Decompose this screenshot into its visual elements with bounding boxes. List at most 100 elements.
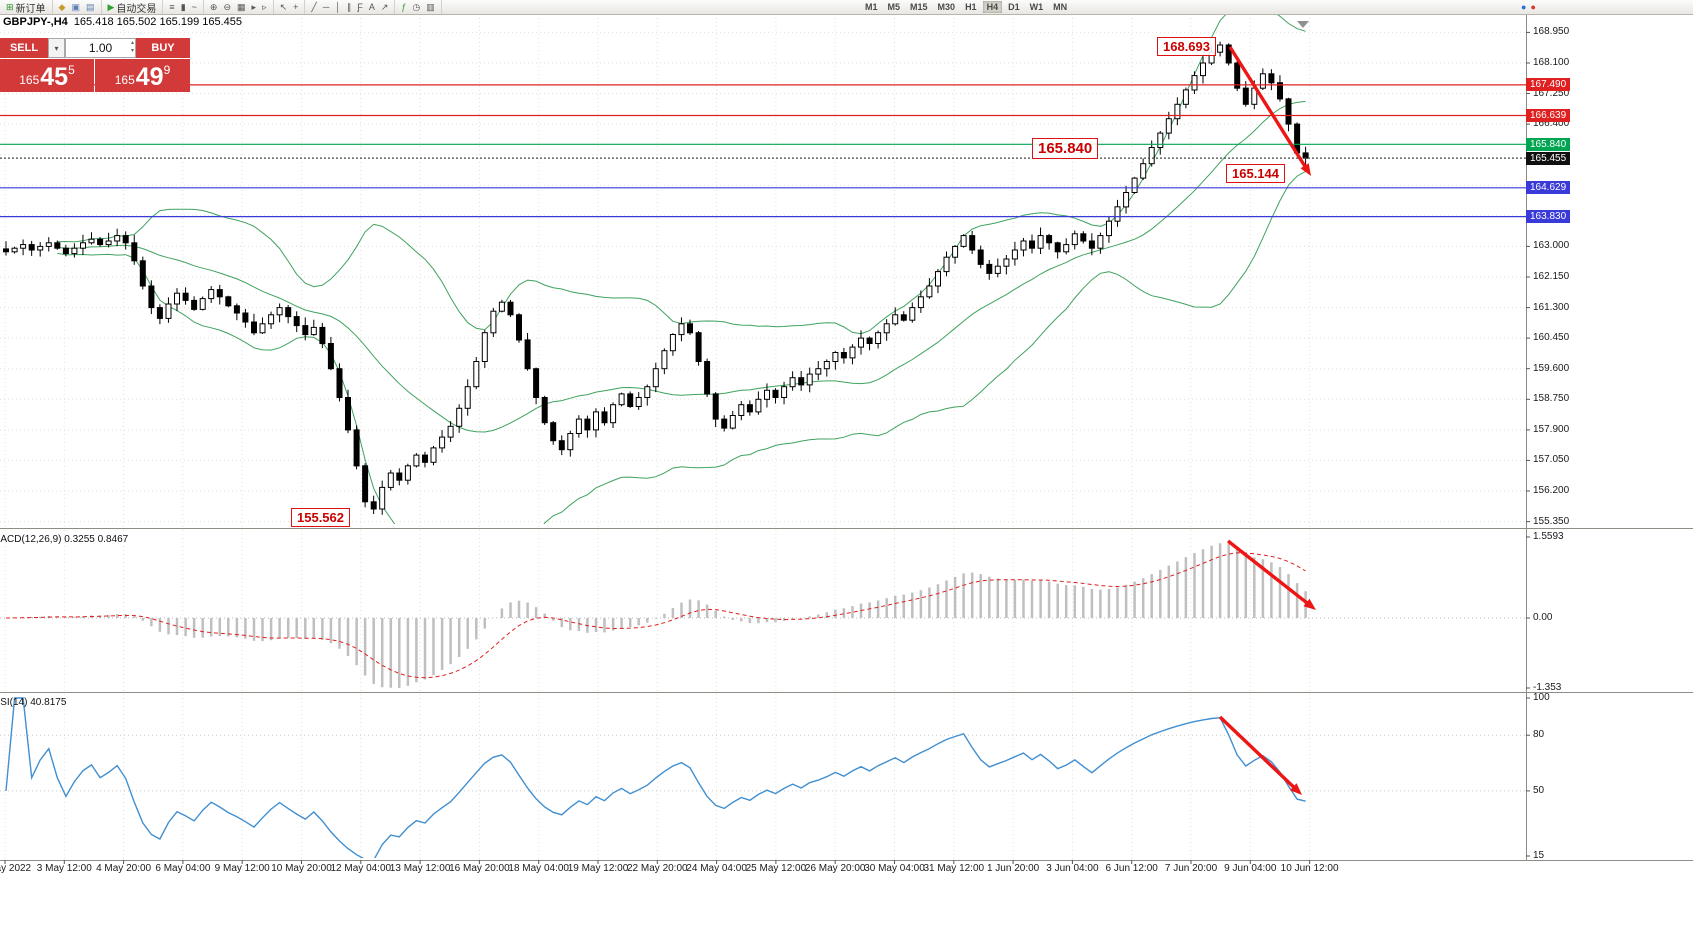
text-label-icon-glyph: A	[368, 1, 375, 12]
rsi-indicator-label: RSI(14) 40.8175	[0, 697, 67, 708]
autotrading-button-glyph: ▶	[107, 1, 115, 12]
one-click-trading-panel: SELL ▾ 1.00 ▴ ▾ BUY 165 45 5 165 49	[0, 38, 190, 92]
line-chart-icon[interactable]: ~	[189, 1, 200, 14]
new-order-button-label: 新订单	[15, 3, 46, 15]
zoom-in-icon[interactable]: ⊕	[207, 1, 221, 14]
arrow-object-icon-glyph: ↗	[380, 1, 389, 12]
toolbar-group: ⊞ 新订单	[0, 0, 53, 15]
crosshair-icon[interactable]: +	[290, 1, 301, 14]
buy-price-main: 49	[135, 63, 164, 91]
chart-shift-icon-glyph: ▹	[262, 1, 267, 12]
fibonacci-icon[interactable]: Ƒ	[354, 1, 366, 14]
cursor-icon[interactable]: ↖	[277, 1, 291, 14]
buy-price-button[interactable]: 165 49 9	[95, 59, 190, 92]
equidistant-channel-icon[interactable]: ∥	[344, 1, 355, 14]
arrow-object-icon[interactable]: ↗	[378, 1, 392, 14]
toolbar-group: ƒ ◷ ▥	[395, 0, 442, 14]
timeframe-toolbar: M1 M5 M15 M30 H1 H4 D1 W1 MN	[860, 0, 1072, 14]
main-toolbar: ⊞ 新订单 ◆ ▣ ▤ ▶ 自动交易 ≡ ▮ ~ ⊕ ⊖ ▦ ▸ ▹ ↖ + ╱ ─ │ ∥ Ƒ A ↗ ƒ ◷ ▥ M1 M5 M15…	[0, 0, 1693, 15]
autotrading-button[interactable]: ▶ 自动交易	[105, 1, 160, 15]
fibonacci-icon-glyph: Ƒ	[357, 1, 363, 12]
sell-price-pip: 5	[68, 63, 75, 77]
indicators-icon[interactable]: ƒ	[398, 1, 409, 14]
mql5-community-icon[interactable]: ◆	[56, 1, 69, 14]
annotation-low-price[interactable]: 165.144	[1226, 164, 1285, 183]
volume-down-button[interactable]: ▾	[130, 48, 134, 54]
tile-windows-icon-glyph: ▦	[237, 1, 246, 12]
macd-indicator-label: MACD(12,26,9) 0.3255 0.8467	[0, 534, 129, 545]
chart-shift-icon[interactable]: ▹	[259, 1, 270, 14]
annotation-peak-price[interactable]: 168.693	[1157, 37, 1216, 56]
charts-window-icon-glyph: ▣	[71, 1, 80, 12]
zoom-out-icon-glyph: ⊖	[223, 1, 231, 12]
sell-button[interactable]: SELL	[0, 38, 48, 58]
auto-scroll-icon[interactable]: ▸	[249, 1, 260, 14]
vertical-line-icon-glyph: │	[335, 1, 341, 12]
trendline-icon-glyph: ╱	[311, 1, 317, 12]
volume-up-button[interactable]: ▴	[130, 40, 134, 46]
volume-input[interactable]: 1.00 ▴ ▾	[65, 38, 136, 58]
new-order-button-glyph: ⊞	[6, 1, 14, 12]
line-chart-icon-glyph: ~	[191, 1, 197, 12]
buy-price-prefix: 165	[114, 73, 135, 87]
bar-chart-icon-glyph: ≡	[169, 1, 175, 12]
timeframe-m5-button[interactable]: M5	[887, 2, 901, 12]
toolbar-group: ╱ ─ │ ∥ Ƒ A ↗	[305, 0, 396, 14]
zoom-out-icon[interactable]: ⊖	[220, 1, 234, 14]
timeframe-d1-button[interactable]: D1	[1008, 2, 1020, 12]
tile-windows-icon[interactable]: ▦	[234, 1, 249, 14]
charts-window-icon[interactable]: ▣	[68, 1, 83, 14]
sell-price-main: 45	[40, 63, 69, 91]
periods-icon[interactable]: ◷	[409, 1, 423, 14]
periods-icon-glyph: ◷	[412, 1, 421, 12]
timeframe-w1-button[interactable]: W1	[1029, 2, 1044, 12]
timeframe-mn-button[interactable]: MN	[1053, 2, 1068, 12]
horizontal-line-icon[interactable]: ─	[320, 1, 332, 14]
toolbar-group: ≡ ▮ ~	[163, 0, 204, 14]
timeframe-m15-button[interactable]: M15	[910, 2, 928, 12]
templates-icon-glyph: ▥	[426, 1, 435, 12]
annotation-bottom-price[interactable]: 155.562	[291, 508, 350, 527]
bar-chart-icon[interactable]: ≡	[166, 1, 177, 14]
toolbar-buttons: ⊞ 新订单 ◆ ▣ ▤ ▶ 自动交易 ≡ ▮ ~ ⊕ ⊖ ▦ ▸ ▹ ↖ + ╱ ─ │ ∥ Ƒ A ↗ ƒ ◷ ▥	[0, 0, 442, 15]
volume-value: 1.00	[88, 41, 113, 55]
timeframe-h1-button[interactable]: H1	[965, 2, 977, 12]
indicators-icon-glyph: ƒ	[401, 1, 407, 12]
timeframe-h4-button[interactable]: H4	[982, 1, 1003, 13]
toolbar-group: ▶ 自动交易	[102, 0, 164, 15]
buy-button[interactable]: BUY	[136, 38, 190, 58]
ohlc-values: 165.418 165.502 165.199 165.455	[73, 16, 243, 28]
timeframe-m1-button[interactable]: M1	[865, 2, 878, 12]
autotrading-button-label: 自动交易	[116, 3, 157, 15]
sell-price-button[interactable]: 165 45 5	[0, 59, 94, 92]
toolbar-group: ↖ +	[274, 0, 306, 14]
news-alert-icon[interactable]: ●	[1530, 2, 1536, 12]
trendline-icon[interactable]: ╱	[308, 1, 319, 14]
candlestick-chart-icon[interactable]: ▮	[178, 1, 189, 14]
crosshair-icon-glyph: +	[293, 1, 299, 12]
annotation-level-price[interactable]: 165.840	[1032, 138, 1099, 159]
trade-options-dropdown[interactable]: ▾	[48, 38, 65, 58]
timeframe-m30-button[interactable]: M30	[937, 2, 956, 12]
sell-price-prefix: 165	[19, 73, 40, 87]
new-order-button[interactable]: ⊞ 新订单	[3, 1, 49, 15]
data-window-icon-glyph: ▤	[85, 1, 95, 12]
text-label-icon[interactable]: A	[366, 1, 378, 14]
templates-icon[interactable]: ▥	[423, 1, 438, 14]
chart-header: GBPJPY-,H4 165.418 165.502 165.199 165.45…	[3, 16, 242, 28]
equidistant-channel-icon-glyph: ∥	[346, 1, 352, 12]
auto-scroll-icon-glyph: ▸	[251, 1, 257, 12]
buy-price-pip: 9	[163, 63, 171, 77]
data-window-icon[interactable]: ▤	[83, 1, 98, 14]
toolbar-group: ⊕ ⊖ ▦ ▸ ▹	[204, 0, 274, 14]
toolbar-group: ◆ ▣ ▤	[53, 0, 102, 14]
vertical-line-icon[interactable]: │	[332, 1, 344, 14]
chevron-down-icon: ▾	[54, 43, 59, 53]
cursor-icon-glyph: ↖	[279, 1, 288, 12]
community-status-icon[interactable]: ●	[1521, 2, 1527, 12]
mql5-community-icon-glyph: ◆	[58, 1, 66, 12]
symbol-period-label: GBPJPY-,H4	[3, 16, 68, 28]
horizontal-line-icon-glyph: ─	[322, 1, 330, 12]
